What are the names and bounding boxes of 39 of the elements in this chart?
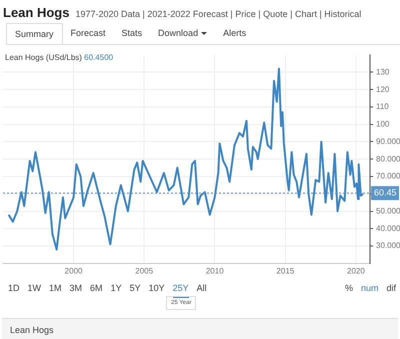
- chart-subtitle: 1977-2020 Data | 2021-2022 Forecast | Price | Quote | Chart | Historical: [75, 9, 362, 19]
- x-tick-label: 2015: [276, 266, 295, 276]
- x-tick-label: 2010: [206, 266, 224, 276]
- y-tick-label: 100: [376, 120, 390, 129]
- text: Lean Hogs: [10, 325, 54, 335]
- text: 1M: [49, 283, 62, 293]
- y-tick-label: 130: [376, 67, 390, 76]
- text: 1D: [8, 283, 20, 293]
- y-tick-label: 80.000: [376, 154, 400, 164]
- text: 10Y: [148, 283, 165, 293]
- text: 3M: [70, 283, 82, 293]
- text: Summary: [15, 28, 54, 38]
- text: Stats: [122, 28, 142, 38]
- text: 25Y: [172, 283, 189, 293]
- chart-title: Lean Hogs: [3, 5, 70, 20]
- text: 1W: [28, 283, 42, 293]
- y-tick-label: 70.000: [376, 172, 400, 181]
- text: Alerts: [223, 28, 246, 38]
- x-tick-label: 2005: [135, 266, 154, 276]
- y-tick-label: 30.000: [376, 241, 400, 250]
- y-tick-label: 110: [376, 102, 390, 112]
- text: num: [360, 283, 378, 293]
- x-tick-label: 2020: [346, 266, 366, 276]
- y-tick-label: 40.000: [376, 224, 400, 233]
- text: dif: [386, 283, 396, 293]
- annotation: 60.4500: [84, 53, 114, 62]
- text: 5Y: [130, 283, 141, 293]
- annotation: Lean Hogs (USd/Lbs): [5, 53, 82, 62]
- y-tick-label: 50.000: [376, 206, 400, 216]
- y-tick-label: 120: [376, 84, 390, 94]
- y-tick-label: 90.000: [376, 136, 400, 146]
- text: 6M: [90, 283, 103, 293]
- text: Forecast: [70, 28, 106, 38]
- text: Download: [158, 28, 198, 38]
- text: All: [196, 283, 207, 293]
- x-tick-label: 2000: [64, 266, 84, 276]
- ref-line-label: 60.45: [374, 188, 397, 198]
- text: 1Y: [110, 283, 122, 293]
- text: %: [344, 283, 353, 293]
